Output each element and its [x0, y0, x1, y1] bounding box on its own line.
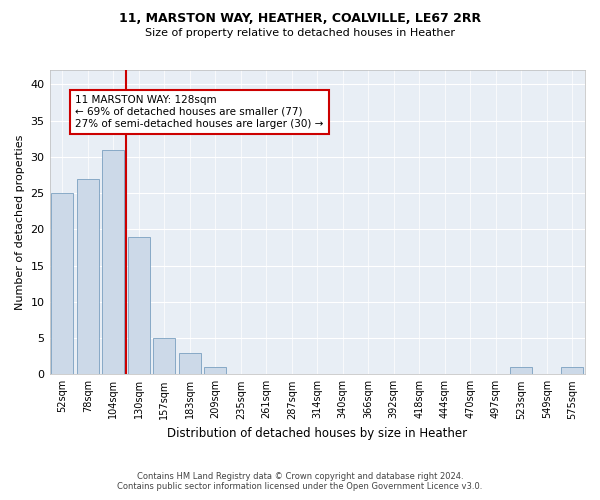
Bar [154, 338, 175, 374]
Text: Contains public sector information licensed under the Open Government Licence v3: Contains public sector information licen… [118, 482, 482, 491]
Bar [103, 150, 124, 374]
Bar [179, 352, 200, 374]
Text: 11, MARSTON WAY, HEATHER, COALVILLE, LE67 2RR: 11, MARSTON WAY, HEATHER, COALVILLE, LE6… [119, 12, 481, 26]
Bar [52, 193, 73, 374]
Y-axis label: Number of detached properties: Number of detached properties [15, 134, 25, 310]
X-axis label: Distribution of detached houses by size in Heather: Distribution of detached houses by size … [167, 427, 467, 440]
Bar [128, 236, 149, 374]
Text: 11 MARSTON WAY: 128sqm
← 69% of detached houses are smaller (77)
27% of semi-det: 11 MARSTON WAY: 128sqm ← 69% of detached… [75, 96, 323, 128]
Text: Size of property relative to detached houses in Heather: Size of property relative to detached ho… [145, 28, 455, 38]
Text: Contains HM Land Registry data © Crown copyright and database right 2024.: Contains HM Land Registry data © Crown c… [137, 472, 463, 481]
Bar [205, 367, 226, 374]
Bar [77, 178, 98, 374]
Bar [562, 367, 583, 374]
Bar [511, 367, 532, 374]
